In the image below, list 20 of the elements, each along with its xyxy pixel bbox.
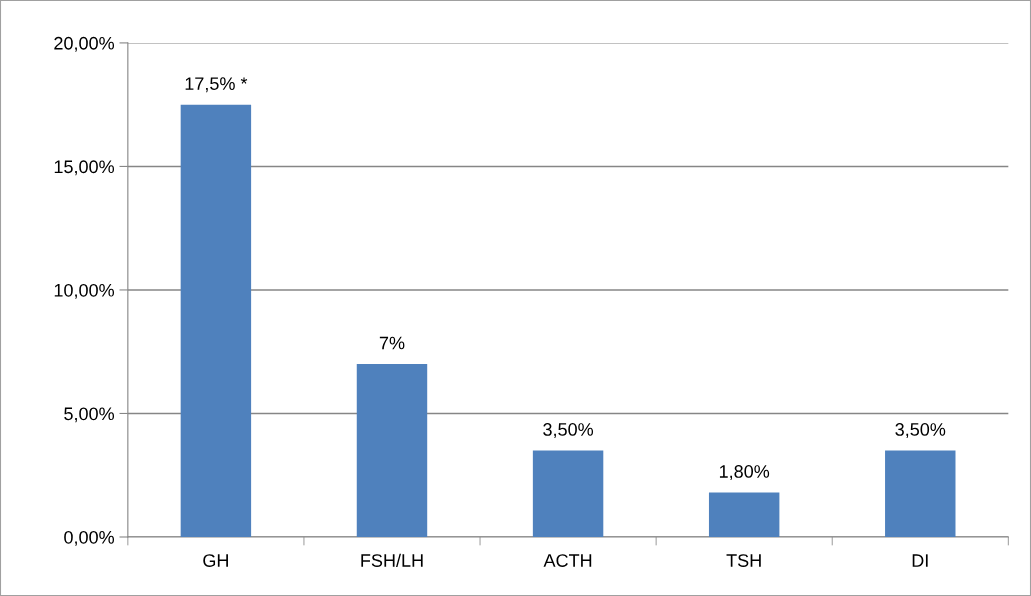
bar — [532, 450, 604, 537]
x-tick-label: ACTH — [543, 554, 592, 567]
data-label: 3,50% — [543, 423, 594, 438]
y-tick-label: 10,00% — [54, 283, 115, 299]
x-tick-label: DI — [912, 554, 928, 567]
bar — [180, 104, 252, 537]
bar — [708, 492, 780, 537]
data-label: 7% — [379, 336, 405, 350]
x-tick-label: GH — [203, 554, 228, 567]
bar — [356, 364, 428, 537]
y-tick-label: 5,00% — [64, 407, 115, 423]
y-tick-label: 15,00% — [54, 160, 115, 176]
data-label: 3,50% — [895, 423, 946, 438]
bar — [885, 450, 956, 537]
x-tick-label: FSH/LH — [361, 553, 423, 567]
y-tick-label: 20,00% — [54, 36, 115, 52]
data-label: 17,5% * — [185, 77, 248, 93]
x-tick-label: TSH — [726, 554, 761, 567]
y-tick-label: 0,00% — [64, 530, 115, 546]
data-label: 1,80% — [719, 465, 770, 480]
